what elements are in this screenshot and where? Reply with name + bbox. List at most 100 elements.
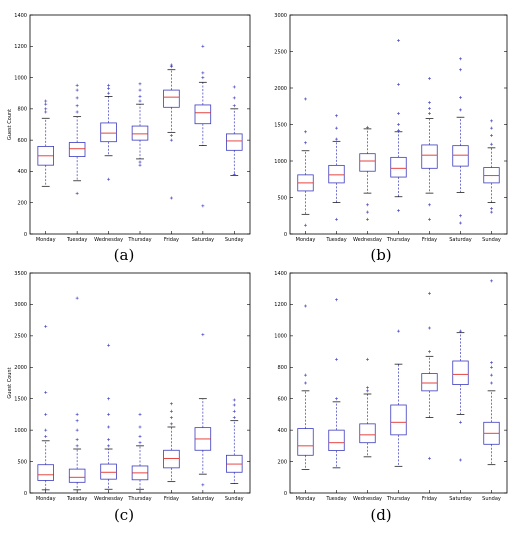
outlier-point [107, 425, 111, 429]
y-tick-label: 600 [277, 397, 287, 403]
box-monday [297, 97, 314, 227]
y-tick-label: 400 [17, 169, 27, 175]
iqr-box [421, 373, 438, 392]
outlier-point [490, 361, 493, 365]
iqr-box [421, 144, 438, 169]
outlier-point [201, 44, 205, 48]
outlier-point [107, 177, 111, 181]
y-tick-label: 1000 [274, 334, 287, 340]
outlier-point [366, 217, 369, 221]
box-monday [37, 99, 54, 187]
y-tick-label: 2000 [14, 365, 27, 371]
box-monday [37, 324, 54, 491]
iqr-box [226, 133, 243, 151]
outlier-point [44, 390, 48, 394]
y-tick-label: 2500 [274, 49, 287, 55]
outlier-point [428, 217, 431, 221]
x-tick-label: Monday [36, 237, 56, 243]
outlier-point [75, 412, 79, 416]
outlier-point [44, 110, 48, 114]
box-wednesday [100, 83, 117, 181]
panel-caption: (b) [370, 246, 391, 264]
outlier-point [169, 422, 173, 426]
outlier-point [366, 386, 369, 390]
outlier-point [428, 350, 431, 354]
x-tick-label: Thursday [127, 496, 151, 502]
outlier-point [490, 126, 493, 130]
y-tick-label: 0 [284, 232, 287, 238]
outlier-point [428, 112, 431, 116]
outlier-point [490, 210, 493, 214]
iqr-box [390, 156, 407, 178]
outlier-point [75, 428, 79, 432]
outlier-point [232, 398, 236, 402]
outlier-point [138, 160, 142, 164]
box-wednesday [359, 125, 376, 221]
outlier-point [201, 71, 205, 75]
x-tick-label: Friday [422, 496, 437, 502]
outlier-point [107, 438, 111, 442]
y-tick-label: 1000 [14, 428, 27, 434]
y-tick-label: 1400 [274, 271, 287, 277]
outlier-point [44, 434, 48, 438]
x-tick-label: Monday [296, 237, 316, 243]
outlier-point [459, 68, 462, 72]
box-friday [421, 291, 438, 460]
outlier-point [107, 444, 111, 448]
y-tick-label: 2000 [274, 86, 287, 92]
x-tick-label: Saturday [192, 496, 215, 502]
box-saturday [194, 44, 212, 208]
box-wednesday [100, 343, 117, 490]
outlier-point [138, 434, 142, 438]
outlier-point [304, 381, 307, 385]
outlier-point [232, 173, 236, 177]
outlier-point [490, 365, 493, 369]
x-tick-label: Sunday [482, 237, 501, 243]
box-friday [163, 402, 180, 483]
outlier-point [335, 137, 338, 141]
x-tick-label: Monday [36, 496, 56, 502]
outlier-point [459, 221, 462, 225]
iqr-box [131, 125, 149, 141]
y-tick-label: 1000 [274, 159, 287, 165]
outlier-point [335, 217, 338, 221]
x-tick-label: Tuesday [325, 496, 346, 502]
outlier-point [459, 214, 462, 218]
plot-frame [29, 272, 251, 494]
y-tick-label: 400 [277, 428, 287, 434]
outlier-point [459, 420, 462, 424]
x-tick-label: Friday [422, 237, 437, 243]
box-sunday [226, 85, 243, 177]
outlier-point [335, 114, 338, 118]
iqr-box [37, 464, 54, 481]
y-tick-label: 1500 [14, 397, 27, 403]
y-tick-label: 0 [284, 491, 287, 497]
outlier-point [107, 412, 111, 416]
outlier-point [304, 130, 307, 134]
outlier-point [366, 210, 369, 214]
outlier-point [44, 107, 48, 111]
outlier-point [232, 409, 236, 413]
outlier-point [201, 333, 205, 337]
y-tick-label: 800 [17, 107, 27, 113]
outlier-point [366, 389, 369, 393]
outlier-point [44, 412, 48, 416]
chart-panel-2: 0 500 1000 1500 2000 2500 3000 Monday Tuesday Wed… [274, 13, 508, 264]
outlier-point [169, 63, 173, 67]
outlier-point [304, 373, 307, 377]
outlier-point [75, 96, 79, 100]
x-tick-label: Wednesday [353, 496, 382, 502]
outlier-point [75, 296, 79, 300]
outlier-point [490, 381, 493, 385]
outlier-point [397, 329, 400, 333]
box-friday [163, 63, 180, 200]
y-axis-label: Guest Count [7, 109, 13, 140]
outlier-point [138, 99, 142, 103]
outlier-point [366, 357, 369, 361]
y-tick-label: 500 [277, 195, 287, 201]
outlier-point [232, 85, 236, 89]
outlier-point [138, 94, 142, 98]
outlier-point [304, 97, 307, 101]
outlier-point [490, 133, 493, 137]
outlier-point [75, 110, 79, 114]
